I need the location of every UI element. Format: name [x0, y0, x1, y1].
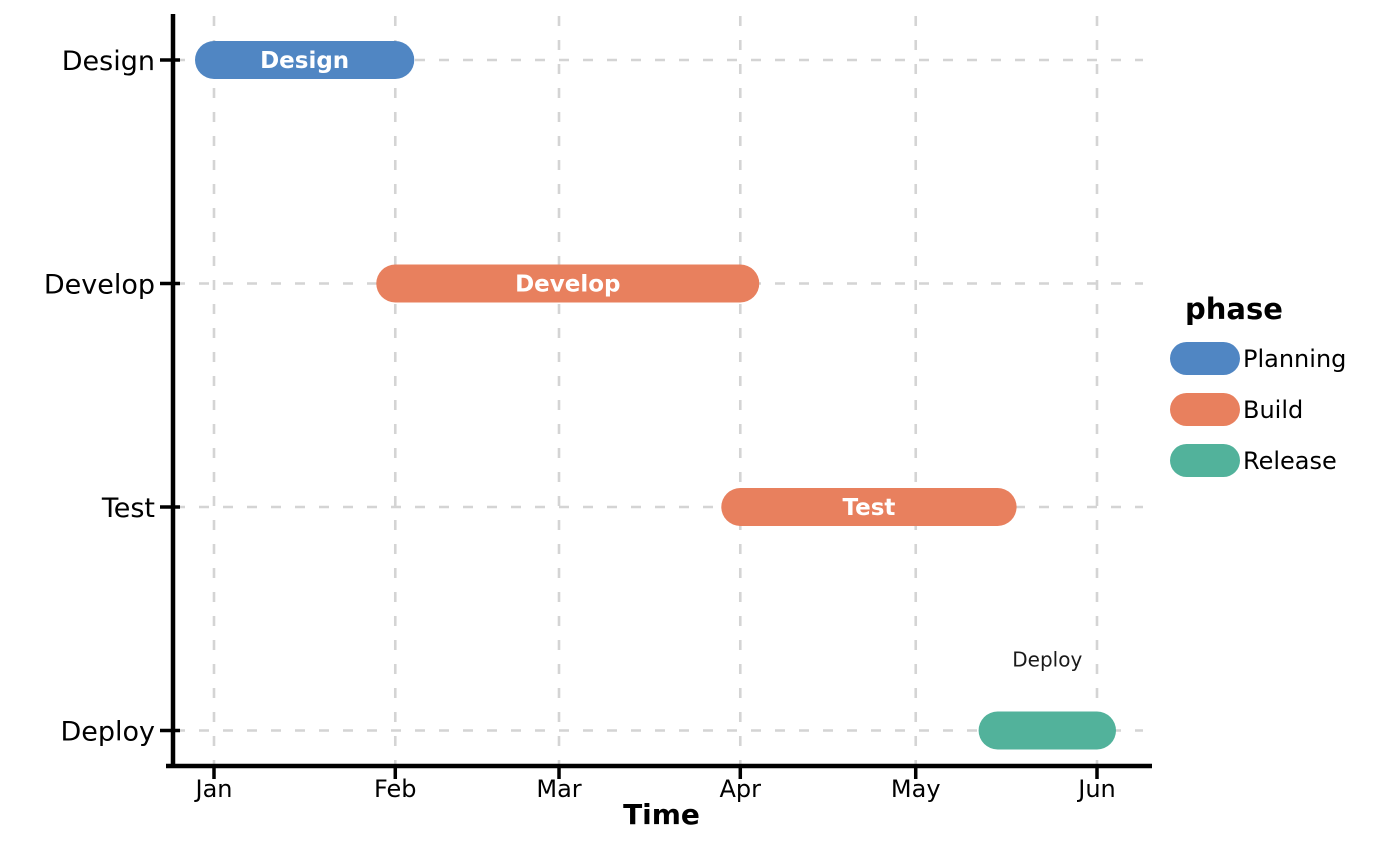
grid-layer — [175, 16, 1143, 764]
bar-label-test: Test — [842, 495, 895, 521]
legend-item-build: Build — [1170, 393, 1346, 426]
gantt-bar-test — [721, 488, 1017, 526]
legend-item-planning: Planning — [1170, 342, 1346, 375]
y-tick-label-deploy: Deploy — [60, 717, 155, 748]
legend-swatch-planning — [1170, 342, 1240, 375]
legend-label-planning: Planning — [1243, 344, 1347, 373]
gantt-bar-design — [195, 41, 415, 79]
axis-layer — [160, 14, 1152, 779]
legend-swatch-release — [1170, 444, 1240, 477]
x-tick-label-jun: Jun — [1076, 775, 1116, 803]
x-tick-label-apr: Apr — [720, 775, 762, 803]
bar-label-deploy: Deploy — [1012, 648, 1082, 672]
x-tick-label-feb: Feb — [374, 775, 417, 803]
y-tick-label-design: Design — [62, 46, 155, 77]
x-tick-label-mar: Mar — [536, 775, 581, 803]
legend-label-build: Build — [1243, 395, 1304, 424]
legend-items: Planning Build Release — [1170, 342, 1346, 477]
bar-label-design: Design — [260, 48, 349, 74]
gantt-bar-develop — [376, 264, 760, 303]
x-axis-title: Time — [623, 798, 700, 831]
legend-label-release: Release — [1243, 446, 1337, 475]
bar-label-develop: Develop — [515, 272, 620, 298]
x-tick-label-jan: Jan — [194, 775, 233, 803]
gantt-bar-deploy — [978, 711, 1116, 750]
labels-layer: Jan Feb Mar Apr May Jun Design Develop Test Deplo… — [44, 46, 1116, 831]
y-tick-label-develop: Develop — [44, 270, 155, 301]
legend: phase Planning Build Release — [1170, 292, 1346, 495]
legend-item-release: Release — [1170, 444, 1346, 477]
bars-layer: Design Develop Test Deploy — [195, 41, 1116, 750]
x-tick-label-may: May — [891, 775, 941, 803]
legend-swatch-build — [1170, 393, 1240, 426]
legend-title: phase — [1185, 292, 1283, 326]
y-tick-label-test: Test — [101, 493, 155, 524]
